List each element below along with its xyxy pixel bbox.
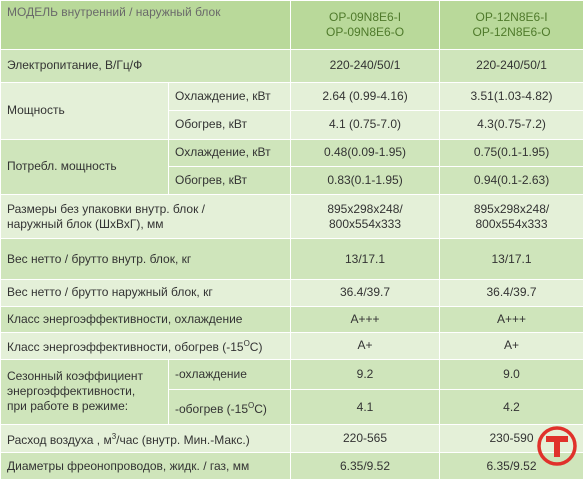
row-value-1: 895x298x248/ 800x554x333 bbox=[290, 193, 441, 240]
row-value-1: 220-240/50/1 bbox=[290, 48, 441, 83]
row-label-line: наружный блок (ШхВхГ), мм bbox=[7, 216, 164, 231]
table-row: Электропитание, В/Гц/Ф 220-240/50/1 220-… bbox=[0, 48, 583, 83]
table-row: Класс энергоэффективности, обогрев (-15O… bbox=[0, 332, 583, 360]
row-value-1: 36.4/39.7 bbox=[290, 279, 441, 307]
row-label-unit: /час (внутр. Мин.-Макс.) bbox=[116, 433, 250, 448]
row-value-2: 0.94(0.1-2.63) bbox=[439, 166, 583, 195]
row-label: Вес нетто / брутто наружный блок, кг bbox=[0, 279, 292, 307]
degree-superscript: O bbox=[243, 339, 250, 349]
row-sublabel: Охлаждение, кВт bbox=[167, 138, 292, 168]
brand-logo-icon bbox=[537, 426, 577, 466]
row-value-1: A+ bbox=[290, 332, 441, 360]
table-row: Диаметры фреонопроводов, жидк. / газ, мм… bbox=[0, 452, 583, 480]
row-value-1: 220-565 bbox=[290, 423, 441, 454]
table-row: Класс энергоэффективности, охлаждение A+… bbox=[0, 305, 583, 334]
row-label-line: Размеры без упаковки внутр. блок / bbox=[7, 201, 205, 216]
row-value-1: 0.48(0.09-1.95) bbox=[290, 138, 441, 168]
row-value-1: 13/17.1 bbox=[290, 238, 441, 281]
row-label-line: энергоэффективности, bbox=[7, 384, 136, 399]
row-value-line: 895x298x248/ bbox=[327, 201, 403, 216]
row-label-text: Расход воздуха , м bbox=[7, 433, 112, 448]
row-label: Вес нетто / брутто внутр. блок, кг bbox=[0, 238, 292, 281]
model-col1-header: OP-09N8E6-I OP-09N8E6-O bbox=[290, 0, 441, 50]
cubic-superscript: 3 bbox=[111, 432, 117, 442]
row-value-2: A+ bbox=[439, 332, 583, 360]
row-value-2: A+++ bbox=[439, 305, 583, 334]
row-value-1: 4.1 bbox=[290, 389, 441, 425]
row-value-2: 3.51(1.03-4.82) bbox=[439, 81, 583, 112]
row-label-line: при работе в режиме: bbox=[7, 399, 129, 414]
row-label: Потребл. мощность bbox=[0, 138, 169, 195]
row-value-2: 9.0 bbox=[439, 358, 583, 391]
col1-indoor-model: OP-09N8E6-I bbox=[329, 9, 402, 24]
row-sublabel: Обогрев, кВт bbox=[167, 166, 292, 195]
table-row: Обогрев, кВт 0.83(0.1-1.95) 0.94(0.1-2.6… bbox=[1, 166, 583, 195]
table-row: Вес нетто / брутто внутр. блок, кг 13/17… bbox=[0, 238, 583, 281]
row-value-1: A+++ bbox=[290, 305, 441, 334]
row-value-1: 4.1 (0.75-7.0) bbox=[290, 110, 441, 140]
row-label: Класс энергоэффективности, обогрев (-15O… bbox=[0, 332, 292, 360]
row-value-1: 0.83(0.1-1.95) bbox=[290, 166, 441, 195]
row-label: Диаметры фреонопроводов, жидк. / газ, мм bbox=[0, 452, 292, 480]
row-sublabel-unit: C) bbox=[254, 401, 267, 416]
row-label-unit: C) bbox=[249, 340, 263, 355]
row-sublabel-text: -обогрев (-15 bbox=[175, 401, 248, 416]
row-value-2: 36.4/39.7 bbox=[439, 279, 583, 307]
row-sublabel: Охлаждение, кВт bbox=[167, 81, 292, 112]
model-col2-header: OP-12N8E6-I OP-12N8E6-O bbox=[439, 0, 583, 50]
row-value-line: 800x554x333 bbox=[328, 216, 402, 231]
model-header: МОДЕЛЬ внутренний / наружный блок bbox=[0, 0, 292, 50]
row-value-line: 800x554x333 bbox=[475, 216, 548, 231]
row-label: Мощность bbox=[0, 81, 169, 140]
row-value-2: 895x298x248/ 800x554x333 bbox=[439, 193, 583, 240]
col2-indoor-model: OP-12N8E6-I bbox=[475, 9, 548, 24]
row-label: Размеры без упаковки внутр. блок / наруж… bbox=[0, 193, 292, 240]
row-value-line: 895x298x248/ bbox=[473, 201, 550, 216]
table-row: Мощность Охлаждение, кВт 2.64 (0.99-4.16… bbox=[0, 81, 583, 140]
row-sublabel: Обогрев, кВт bbox=[167, 110, 292, 140]
row-label-text: Класс энергоэффективности, обогрев (-15 bbox=[7, 340, 244, 355]
table-row: Сезонный коэффициент энергоэффективности… bbox=[0, 358, 583, 425]
row-label-line: Сезонный коэффициент bbox=[7, 369, 144, 384]
row-label: Расход воздуха , м3/час (внутр. Мин.-Мак… bbox=[0, 423, 292, 454]
row-value-2: 4.2 bbox=[439, 389, 583, 425]
table-row: Размеры без упаковки внутр. блок / наруж… bbox=[0, 193, 583, 240]
row-value-2: 13/17.1 bbox=[439, 238, 583, 281]
row-value-1: 6.35/9.52 bbox=[290, 452, 441, 480]
row-value-2: 220-240/50/1 bbox=[439, 48, 583, 83]
table-row: -обогрев (-15OC) 4.1 4.2 bbox=[1, 389, 583, 425]
row-sublabel: -обогрев (-15OC) bbox=[167, 389, 292, 425]
col2-outdoor-model: OP-12N8E6-O bbox=[472, 24, 551, 39]
row-value-1: 2.64 (0.99-4.16) bbox=[290, 81, 441, 112]
table-row: Обогрев, кВт 4.1 (0.75-7.0) 4.3(0.75-7.2… bbox=[1, 110, 583, 140]
row-label: Сезонный коэффициент энергоэффективности… bbox=[0, 358, 169, 425]
row-sublabel: -охлаждение bbox=[167, 358, 292, 391]
header-row: МОДЕЛЬ внутренний / наружный блок OP-09N… bbox=[0, 0, 583, 50]
col1-outdoor-model: OP-09N8E6-O bbox=[326, 24, 405, 39]
table-row: Расход воздуха , м3/час (внутр. Мин.-Мак… bbox=[0, 423, 583, 454]
row-value-1: 9.2 bbox=[290, 358, 441, 391]
row-label: Класс энергоэффективности, охлаждение bbox=[0, 305, 292, 334]
row-value-2: 4.3(0.75-7.2) bbox=[439, 110, 583, 140]
table-row: Потребл. мощность Охлаждение, кВт 0.48(0… bbox=[0, 138, 583, 195]
degree-superscript: O bbox=[248, 400, 255, 410]
row-label: Электропитание, В/Гц/Ф bbox=[0, 48, 292, 83]
row-value-2: 0.75(0.1-1.95) bbox=[439, 138, 583, 168]
table-row: Вес нетто / брутто наружный блок, кг 36.… bbox=[0, 279, 583, 307]
